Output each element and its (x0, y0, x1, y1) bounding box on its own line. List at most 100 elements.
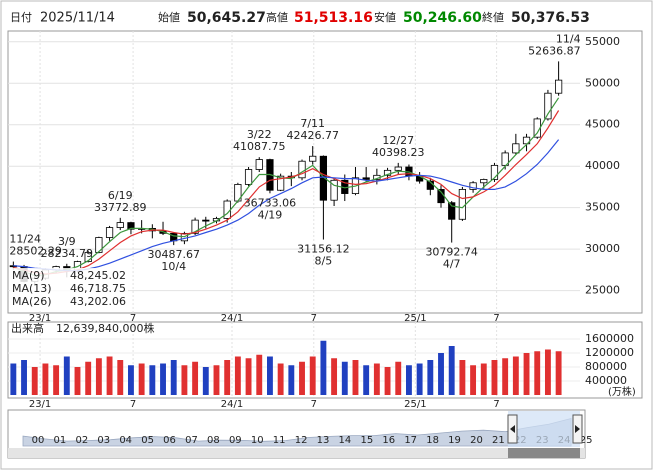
handle-arrow (510, 425, 515, 433)
volume-panel (7, 321, 643, 399)
y-tick-label: 55000 (585, 35, 620, 48)
scrollbar-track[interactable] (8, 448, 585, 458)
annotation-value: 40398.23 (372, 146, 425, 159)
legend-name: MA(26) (12, 295, 52, 308)
navigator-label: 13 (317, 435, 330, 446)
annotation-value: 41087.75 (233, 140, 286, 153)
volume-bar (299, 361, 305, 395)
navigator-label: 18 (426, 435, 439, 446)
navigator: 00 01 02 03 04 05 06 07 08 09 10 11 12 13 14 15 16 17 18 19… (22, 417, 592, 447)
candle-body (255, 159, 263, 170)
x-tick-label: 25/1 (404, 399, 426, 410)
volume-bar (555, 351, 562, 395)
scrollbar-thumb[interactable] (508, 448, 580, 458)
volume-bar (117, 360, 124, 395)
volume-bar (470, 365, 477, 395)
navigator-window[interactable] (508, 411, 580, 447)
candle-body (309, 155, 317, 162)
volume-bar (192, 361, 199, 395)
legend-value: 43,202.06 (70, 295, 126, 308)
x-tick-label: 7 (130, 399, 136, 410)
volume-bar (427, 360, 434, 395)
volume-bar (288, 365, 295, 395)
navigator-label: 11 (273, 435, 286, 446)
volume-bar (384, 367, 391, 395)
volume-bar (544, 349, 551, 395)
annotation-value: 31156.12 (297, 243, 350, 256)
volume-bar (331, 358, 338, 395)
annotation-date: 4/19 (258, 208, 283, 221)
candle-body (127, 222, 135, 230)
candle-body (448, 202, 456, 220)
volume-bar (277, 363, 284, 395)
close-label: 終値 (482, 10, 504, 24)
y-tick-label: 30000 (585, 242, 620, 255)
annotation-value: 33772.89 (94, 201, 147, 214)
legend-name: MA(13) (12, 282, 52, 295)
x-tick-label: 25/1 (404, 313, 426, 324)
y-tick-label: 400000 (585, 374, 627, 387)
volume-bar (523, 353, 530, 395)
candle-body (95, 237, 103, 253)
volume-bar (128, 365, 134, 395)
volume-bar (234, 356, 241, 395)
candle-body (480, 179, 488, 184)
volume-bar (138, 363, 145, 395)
candle-body (202, 219, 210, 222)
candle-body (191, 219, 199, 234)
volume-total: 12,639,840,000株 (56, 321, 154, 335)
volume-bar (256, 354, 263, 395)
high-label: 高値 (266, 10, 288, 24)
x-tick-label: 23/1 (29, 313, 51, 324)
volume-bar (363, 365, 370, 395)
volume-bar (224, 360, 231, 395)
x-tick-label: 7 (311, 313, 317, 324)
volume-bar (416, 363, 423, 395)
x-tick-label: 7 (130, 313, 136, 324)
legend-box (10, 268, 128, 310)
volume-bar (106, 356, 113, 395)
volume-bar (202, 367, 209, 395)
candle-body (319, 155, 328, 201)
x-tick-label: 7 (311, 399, 317, 410)
navigator-label: 20 (470, 435, 483, 446)
ma-line (13, 139, 560, 272)
volume-bar (480, 363, 487, 395)
annotation-date: 7/11 (300, 117, 325, 130)
navigator-label: 09 (229, 435, 242, 446)
navigator-label: 05 (141, 435, 154, 446)
navigator-label: 15 (360, 435, 373, 446)
volume-bar (267, 356, 273, 395)
candle-body (362, 177, 370, 180)
volume-bar (534, 351, 541, 395)
candle-body (555, 79, 563, 94)
x-tick-label: 24/1 (221, 399, 243, 410)
volume-bar (320, 340, 327, 395)
handle-arrow (575, 425, 580, 433)
navigator-label: 01 (54, 435, 67, 446)
ma-line (13, 110, 560, 275)
x-tick-label: 23/1 (29, 399, 51, 410)
navigator-label: 02 (75, 435, 88, 446)
navigator-label: 07 (185, 435, 198, 446)
volume-bar (53, 365, 60, 395)
annotation-date: 4/7 (443, 258, 461, 271)
candle-body (84, 252, 92, 262)
candle-body (394, 166, 402, 171)
open-label: 始値 (158, 10, 180, 24)
candle-body (116, 222, 124, 228)
annotation-date: 8/5 (315, 255, 333, 268)
volume-bar (149, 365, 156, 395)
y-tick-label: 25000 (585, 284, 620, 297)
volume-bar (438, 353, 444, 395)
volume-unit: (万株) (608, 385, 636, 398)
y-tick-label: 1600000 (585, 332, 634, 345)
navigator-label: 08 (207, 435, 220, 446)
navigator-label: 03 (97, 435, 110, 446)
date-label: 日付 (10, 11, 32, 24)
candle-body (244, 169, 253, 185)
x-tick-label: 24/1 (221, 313, 243, 324)
annotation-date: 6/19 (108, 189, 133, 202)
